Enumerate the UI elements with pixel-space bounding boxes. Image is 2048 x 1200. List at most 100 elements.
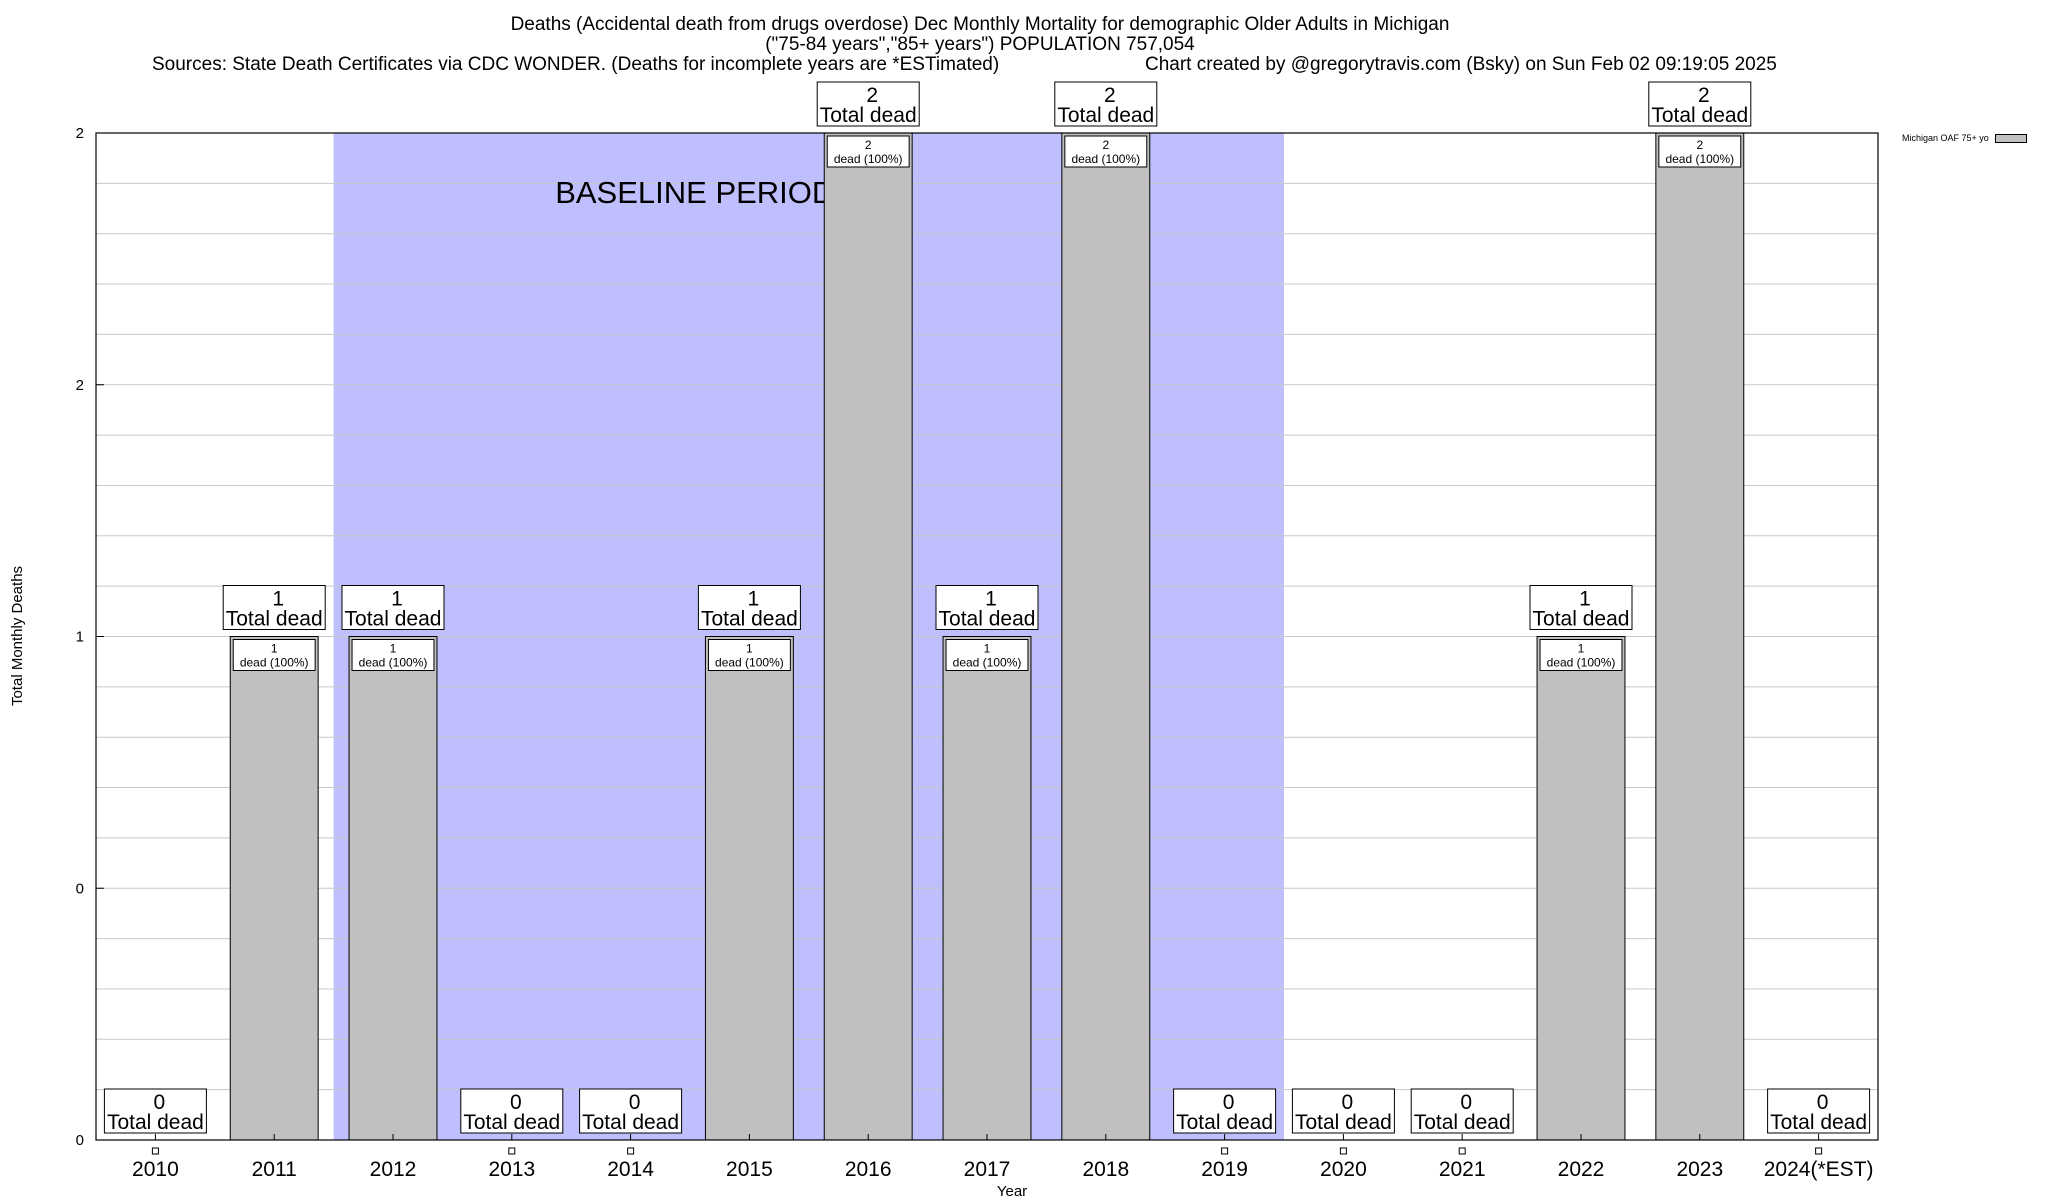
bar-top-label-box [1529,585,1633,630]
bar-top-label: Total dead [939,608,1036,631]
bar-inner-label: dead (100%) [359,656,428,670]
bar-top-value: 0 [1223,1091,1235,1114]
legend-swatch [1994,133,2027,143]
bar-top-label-box [1410,1088,1514,1134]
bar-top-label: Total dead [701,608,798,631]
x-tick-label: 2018 [1082,1158,1129,1181]
bar-inner-label-box [351,639,435,671]
bar-top-label-box [1173,1088,1277,1134]
bar-inner-label: dead (100%) [715,656,784,670]
x-tick-label: 2010 [132,1158,179,1181]
y-tick-label: 1 [76,629,84,646]
bar-inner-value: 1 [271,642,278,656]
bar-inner-label: dead (100%) [1071,152,1140,166]
y-tick-label: 0 [76,1132,84,1149]
x-tick-label: 2014 [607,1158,654,1181]
bar-top-label: Total dead [1057,104,1154,127]
zero-marker [151,1147,159,1155]
bar-top-label: Total dead [1770,1111,1867,1134]
bar-top-label-box [222,585,326,630]
chart-sources: Sources: State Death Certificates via CD… [152,54,1000,75]
bar-top-label: Total dead [345,608,442,631]
bar [1536,636,1626,1141]
bar-top-value: 1 [1579,588,1591,611]
bar-inner-label: dead (100%) [240,656,309,670]
bar-top-label: Total dead [1651,104,1748,127]
bar-top-value: 0 [1817,1091,1829,1114]
bar-top-label-box [460,1088,564,1134]
bar-inner-value: 2 [1102,138,1109,152]
bar-inner-label-box [232,639,316,671]
bar [348,636,438,1141]
x-tick-label: 2021 [1439,1158,1486,1181]
chart-title-line-2: ("75-84 years","85+ years") POPULATION 7… [765,34,1195,55]
bar-inner-label-box [826,135,910,168]
bar-top-label: Total dead [820,104,917,127]
x-tick-label: 2011 [252,1158,297,1181]
bar-inner-label-box [1658,135,1742,168]
bar-top-value: 2 [866,84,878,107]
bar-inner-value: 2 [865,138,872,152]
bar-inner-label-box [1539,639,1623,671]
bar-top-label: Total dead [226,608,323,631]
x-tick-label: 2016 [845,1158,892,1181]
y-axis-label: Total Monthly Deaths [9,566,26,706]
bar-top-label-box [1291,1088,1395,1134]
chart-credit: Chart created by @gregorytravis.com (Bsk… [1145,54,1777,75]
bar-top-label: Total dead [463,1111,560,1134]
bar-inner-value: 1 [746,642,753,656]
bar-top-value: 1 [272,588,284,611]
bar-inner-label: dead (100%) [953,656,1022,670]
bar-inner-label: dead (100%) [1665,152,1734,166]
x-tick-label: 2017 [964,1158,1011,1181]
zero-marker [1221,1147,1229,1155]
bar [1061,132,1151,1141]
bar-top-value: 1 [985,588,997,611]
bar-top-label-box [103,1088,207,1134]
zero-marker [1458,1147,1466,1155]
x-tick-label: 2015 [726,1158,773,1181]
bar-inner-label-box [1064,135,1148,168]
bar [1655,132,1745,1141]
x-tick-label: 2013 [488,1158,535,1181]
x-tick-label: 2020 [1320,1158,1367,1181]
legend-label: Michigan OAF 75+ yo [1902,133,1989,143]
bar-inner-value: 2 [1696,138,1703,152]
y-tick-label: 2 [76,377,84,394]
x-tick-label: 2019 [1201,1158,1248,1181]
bar-top-label-box [697,585,801,630]
bar-top-value: 1 [748,588,760,611]
bar-top-label-box [935,585,1039,630]
bar [704,636,794,1141]
bar-top-value: 1 [391,588,403,611]
bar-top-label-box [341,585,445,630]
bar-inner-value: 1 [390,642,397,656]
bar-top-label-box [1767,1088,1871,1134]
zero-marker [1815,1147,1823,1155]
bar-top-value: 0 [154,1091,166,1114]
bar-top-label: Total dead [1414,1111,1511,1134]
x-tick-label: 2023 [1676,1158,1723,1181]
bar-top-label-box [579,1088,683,1134]
zero-marker [627,1147,635,1155]
baseline-period-label: BASELINE PERIOD [555,175,834,210]
bar-inner-label-box [707,639,791,671]
bar-top-label-box [1054,81,1158,127]
bar-top-label: Total dead [1176,1111,1273,1134]
bar-top-label: Total dead [107,1111,204,1134]
bar-top-label-box [1648,81,1752,127]
bar-inner-value: 1 [984,642,991,656]
bar [823,132,913,1141]
y-tick-label: 0 [76,880,84,897]
bar-inner-label: dead (100%) [1547,656,1616,670]
bar-top-value: 0 [1460,1091,1472,1114]
x-tick-label: 2024(*EST) [1764,1158,1874,1181]
legend: Michigan OAF 75+ yo [1902,133,2027,143]
zero-marker [508,1147,516,1155]
x-tick-label: 2012 [370,1158,417,1181]
bar-top-value: 0 [1342,1091,1354,1114]
bar-inner-label-box [945,639,1029,671]
x-axis-label: Year [997,1183,1027,1200]
y-tick-label: 2 [76,125,84,142]
